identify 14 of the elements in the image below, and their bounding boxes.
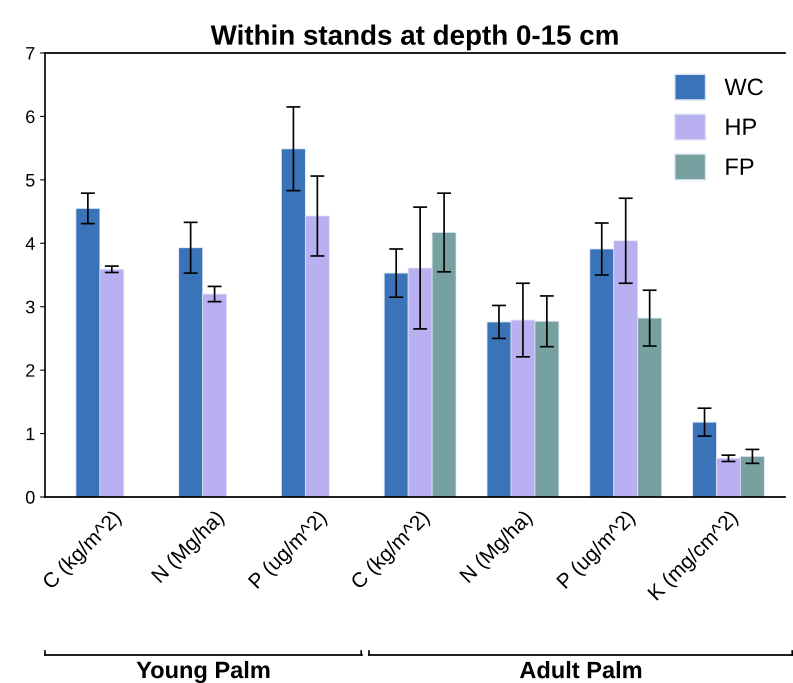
y-tick-label: 6 [26,110,34,124]
y-tick-label: 5 [26,174,35,187]
y-tick-label: 4 [26,237,35,250]
y-tick-label: 2 [26,364,34,377]
text: Young Palm [136,660,270,683]
legend-label: FP [726,158,754,175]
legend-label: HP [726,118,756,135]
y-tick-label: 0 [26,490,35,504]
y-tick-label: 3 [26,300,34,314]
chart-title: Within stands at depth 0-15 cm [210,24,618,50]
y-tick-label: 1 [26,428,34,440]
text: Adult Palm [520,660,642,678]
legend-label: WC [724,78,763,96]
y-tick-label: 7 [26,47,34,60]
